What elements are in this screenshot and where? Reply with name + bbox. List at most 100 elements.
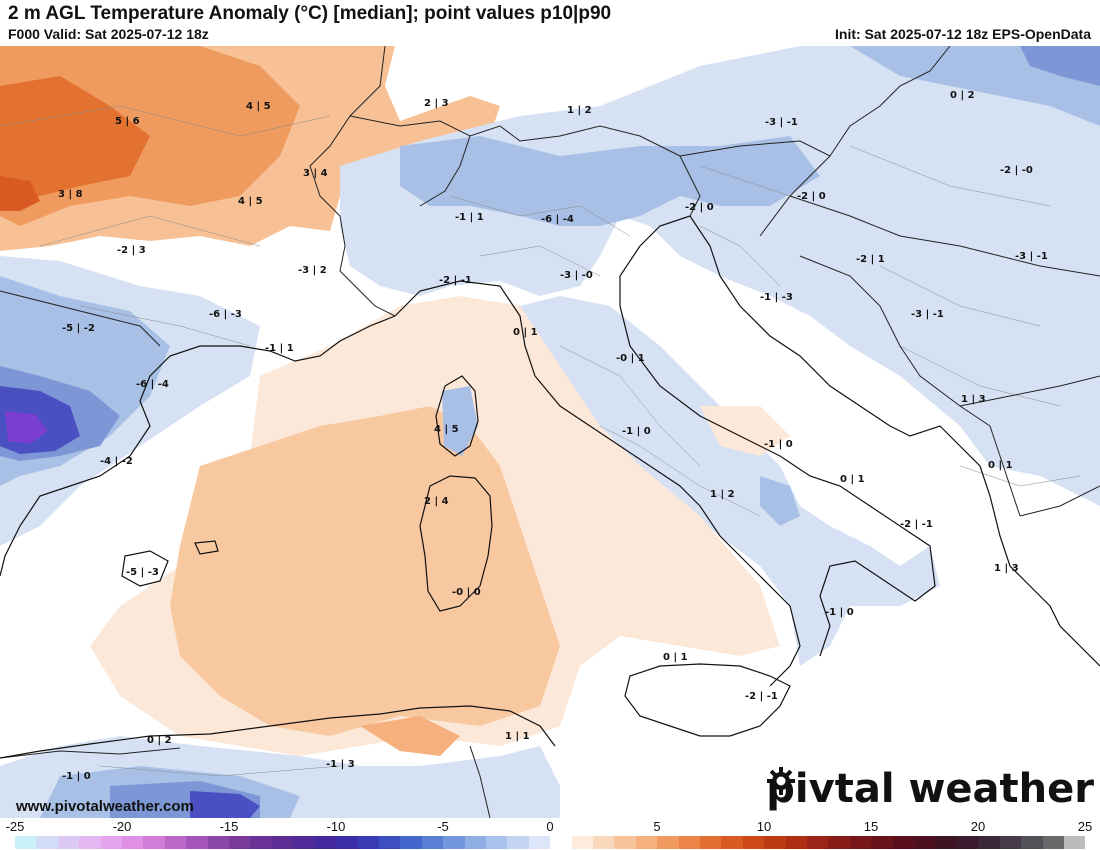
colorbar-swatch [550,836,572,849]
point-value: -3 | 2 [298,265,327,276]
warm-anomaly-area [700,406,790,456]
colorbar-swatch [764,836,786,849]
colorbar-swatch [956,836,979,849]
point-value: -1 | 0 [62,771,91,782]
point-value: -1 | 0 [825,607,854,618]
point-value: -6 | -4 [136,379,169,390]
colorbar-swatch [849,836,872,849]
warm-anomaly-area [0,76,150,206]
point-value: -1 | 0 [622,426,651,437]
warm-anomaly-area [360,716,460,756]
cool-anomaly-area [760,476,800,526]
colorbar-swatch [143,836,165,849]
colorbar-swatch [293,836,315,849]
admin-boundaries [0,105,1081,777]
colorbar-swatch [635,836,658,849]
point-value: 4 | 5 [238,196,263,207]
colorbar-tick-label: -25 [5,819,25,834]
map-canvas [0,46,1100,818]
point-value: 4 | 5 [246,101,271,112]
init-time: Init: Sat 2025-07-12 18z EPS-OpenData [835,26,1091,42]
colorbar-swatch [592,836,615,849]
point-value: 3 | 4 [303,168,328,179]
colorbar-tick-label: -5 [437,819,449,834]
cool-anomaly-area [520,296,940,666]
colorbar-tick-label: 25 [1077,819,1093,834]
colorbar-swatch [485,836,508,849]
colorbar-swatch [807,836,829,849]
point-value: -1 | 3 [326,759,355,770]
point-value: 0 | 1 [840,474,865,485]
colorbar-swatch [700,836,722,849]
colorbar-tick-label: 0 [546,819,554,834]
colorbar-swatch [271,836,294,849]
colorbar-swatch [336,836,358,849]
colorbar-swatch [250,836,272,849]
colorbar-swatch [892,836,915,849]
point-value: -6 | -3 [209,309,242,320]
colorbar-tick-label: -15 [219,819,239,834]
point-value: -4 | -2 [100,456,133,467]
point-value: -2 | -0 [1000,165,1033,176]
point-value: 0 | 2 [950,90,975,101]
point-value: -5 | -3 [126,567,159,578]
colorbar-swatch [507,836,529,849]
point-value: 0 | 1 [513,327,538,338]
map-title: 2 m AGL Temperature Anomaly (°C) [median… [8,3,612,24]
point-value: -2 | -1 [900,519,933,530]
point-value: -2 | 1 [856,254,885,265]
cool-anomaly-area [400,136,820,226]
colorbar-swatch [314,836,337,849]
point-value: 3 | 8 [58,189,83,200]
point-value: 1 | 2 [567,105,592,116]
colorbar-swatch [186,836,208,849]
point-value: 2 | 3 [424,98,449,109]
colorbar-swatch [1063,836,1086,849]
point-value: -3 | -1 [911,309,944,320]
cool-anomaly-area [5,411,48,444]
colorbar-swatch [79,836,101,849]
colorbar-tick-label: 15 [863,819,879,834]
point-value: -2 | 3 [117,245,146,256]
colorbar-swatch [935,836,957,849]
cool-anomaly-area [442,386,478,456]
colorbar-swatch [464,836,486,849]
colorbar-tick-label: 20 [970,819,986,834]
point-value: -3 | -1 [765,117,798,128]
point-value: 4 | 5 [434,424,459,435]
colorbar-swatch [657,836,679,849]
country-borders [0,46,1100,818]
colorbar-swatch [378,836,401,849]
warm-anomaly-area [170,406,560,736]
colorbar-swatch [421,836,444,849]
point-value: -1 | -3 [760,292,793,303]
colorbar-swatch [785,836,808,849]
colorbar-swatch [100,836,123,849]
colorbar-swatch [742,836,765,849]
point-value: -6 | -4 [541,214,574,225]
colorbar-ticks: -25 -20 -15 -10 -5 0 5 10 15 20 25 [0,818,1100,836]
colorbar-tick-label: 10 [756,819,772,834]
colorbar-swatch [914,836,936,849]
colorbar-swatch [122,836,144,849]
cool-anomaly-area [1020,46,1100,86]
website-url: www.pivotalweather.com [16,798,194,815]
gear-o-logo-icon [767,767,796,795]
colorbar-swatch [207,836,230,849]
point-value: -1 | 1 [265,343,294,354]
colorbar-tick-label: 5 [653,819,661,834]
point-value: 0 | 1 [663,652,688,663]
colorbar-tick-label: -10 [326,819,346,834]
colorbar-swatch [57,836,80,849]
point-value: -2 | -1 [745,691,778,702]
point-value: 0 | 1 [988,460,1013,471]
point-value: 1 | 1 [505,731,530,742]
point-value: 0 | 2 [147,735,172,746]
point-value: -2 | 0 [685,202,714,213]
colorbar-swatch [978,836,1000,849]
valid-time: F000 Valid: Sat 2025-07-12 18z [8,26,209,42]
colorbar-swatch [443,836,465,849]
colorbar-swatch [828,836,850,849]
colorbar-swatch [1021,836,1043,849]
point-value: -0 | 1 [616,353,645,364]
